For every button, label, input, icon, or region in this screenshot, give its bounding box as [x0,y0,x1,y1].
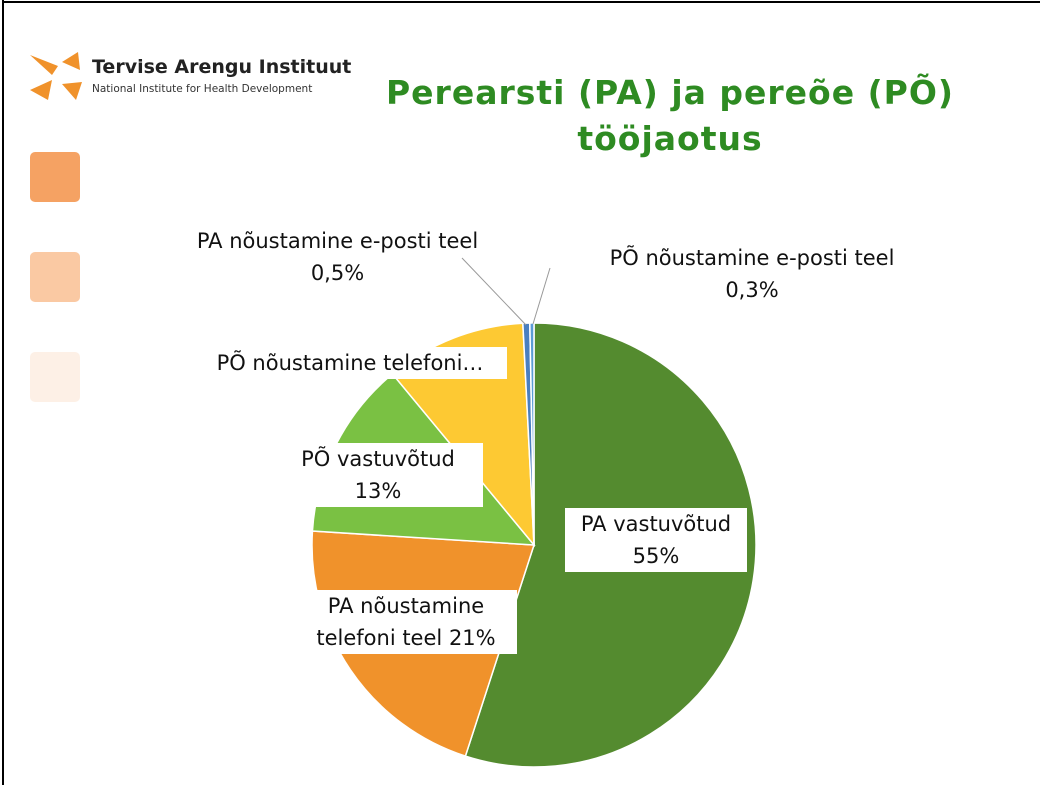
title-line: Perearsti (PA) ja pereõe (PÕ) [385,73,954,112]
category-label: PA vastuvõtud [580,512,732,536]
category-label: PA nõustamine e-posti teel [196,229,479,253]
logo [30,52,82,100]
data-label: PA nõustamine telefoni teel 21% [295,590,517,654]
data-label: PÕ vastuvõtud 13% [273,443,483,507]
data-label: PA nõustamine e-posti teel 0,5% [165,225,510,289]
decor-square [30,152,80,202]
chart-title: Perearsti (PA) ja pereõe (PÕ) tööjaotus [340,70,1000,162]
category-label: PÕ nõustamine telefoni… [216,351,484,375]
leader-line [461,257,527,326]
leader-line [532,267,551,325]
title-line: tööjaotus [577,119,763,158]
value-label: 13% [354,479,402,503]
decor-square [30,352,80,402]
value-label: 55% [632,544,680,568]
value-label: 21% [448,626,496,650]
category-label: PA nõustamine telefoni teel [316,594,485,650]
pie-slice [529,322,535,546]
decor-square [30,252,80,302]
category-label: PÕ nõustamine e-posti teel [609,246,895,270]
org-name: Tervise Arengu Instituut [92,56,352,78]
value-label: 0,5% [310,261,365,285]
org-name-en: National Institute for Health Developmen… [92,83,313,95]
data-label: PÕ nõustamine e-posti teel 0,3% [582,242,922,306]
data-label: PA vastuvõtud 55% [565,508,747,572]
category-label: PÕ vastuvõtud [301,447,455,471]
data-label: PÕ nõustamine telefoni… [193,347,507,379]
value-label: 0,3% [725,278,779,302]
